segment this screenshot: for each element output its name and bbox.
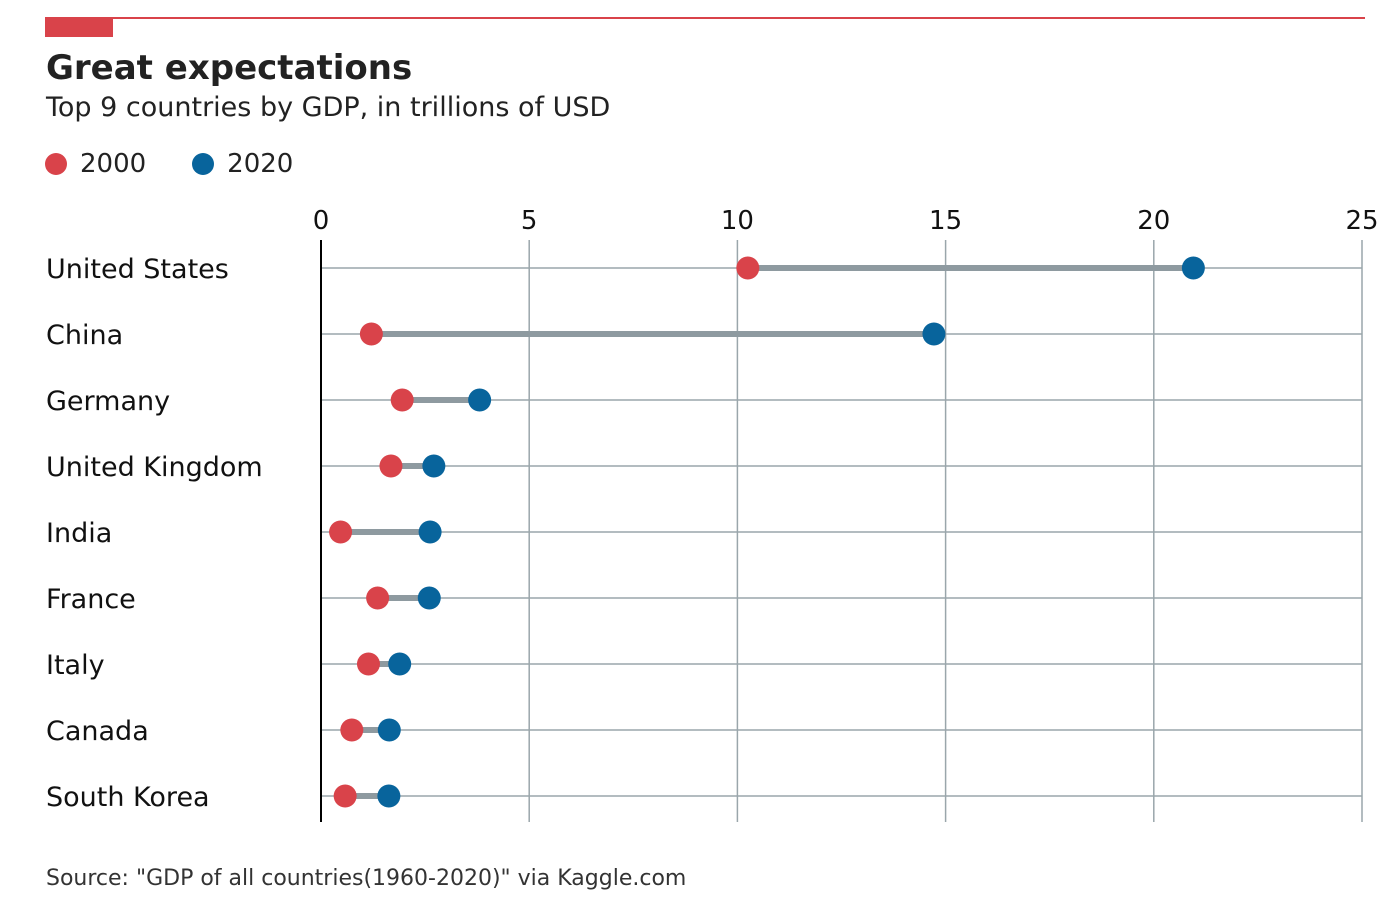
category-label: Italy [46, 650, 105, 681]
chart-subtitle: Top 9 countries by GDP, in trillions of … [46, 92, 611, 123]
legend: 2000 2020 [45, 147, 339, 181]
data-point-2000 [340, 718, 364, 742]
data-point-2020 [922, 322, 946, 346]
legend-item-2000: 2000 [45, 149, 146, 179]
data-point-2020 [1181, 256, 1205, 280]
legend-label-2020: 2020 [227, 149, 294, 179]
data-point-2020 [388, 652, 412, 676]
category-label: France [46, 584, 136, 615]
x-tick-label: 5 [521, 206, 538, 236]
data-point-2000 [356, 652, 380, 676]
category-label: Canada [46, 716, 149, 747]
legend-marker-2000 [45, 153, 67, 175]
data-point-2000 [366, 586, 390, 610]
source-note: Source: "GDP of all countries(1960-2020)… [46, 866, 687, 891]
data-point-2020 [417, 586, 441, 610]
category-label: United Kingdom [46, 452, 263, 483]
category-label: South Korea [46, 782, 210, 813]
data-point-2000 [329, 520, 353, 544]
data-point-2020 [377, 718, 401, 742]
legend-marker-2020 [192, 153, 215, 175]
data-point-2020 [418, 520, 442, 544]
category-label: India [46, 518, 112, 549]
category-label: United States [46, 254, 229, 285]
legend-item-2020: 2020 [192, 149, 293, 179]
data-point-2000 [736, 256, 760, 280]
x-tick-label: 10 [721, 206, 754, 236]
top-accent-rule [45, 17, 1365, 19]
x-tick-label: 0 [313, 206, 330, 236]
x-tick-label: 25 [1345, 206, 1378, 236]
data-point-2000 [333, 784, 357, 808]
x-tick-label: 20 [1137, 206, 1170, 236]
data-point-2020 [468, 388, 492, 412]
chart-title: Great expectations [46, 48, 413, 88]
data-point-2000 [359, 322, 383, 346]
category-label: Germany [46, 386, 170, 417]
top-accent-tag [45, 17, 113, 37]
data-point-2000 [390, 388, 414, 412]
data-point-2020 [377, 784, 401, 808]
category-label: China [46, 320, 123, 351]
data-point-2020 [422, 454, 446, 478]
data-point-2000 [379, 454, 403, 478]
legend-label-2000: 2000 [80, 149, 147, 179]
x-tick-label: 15 [929, 206, 962, 236]
